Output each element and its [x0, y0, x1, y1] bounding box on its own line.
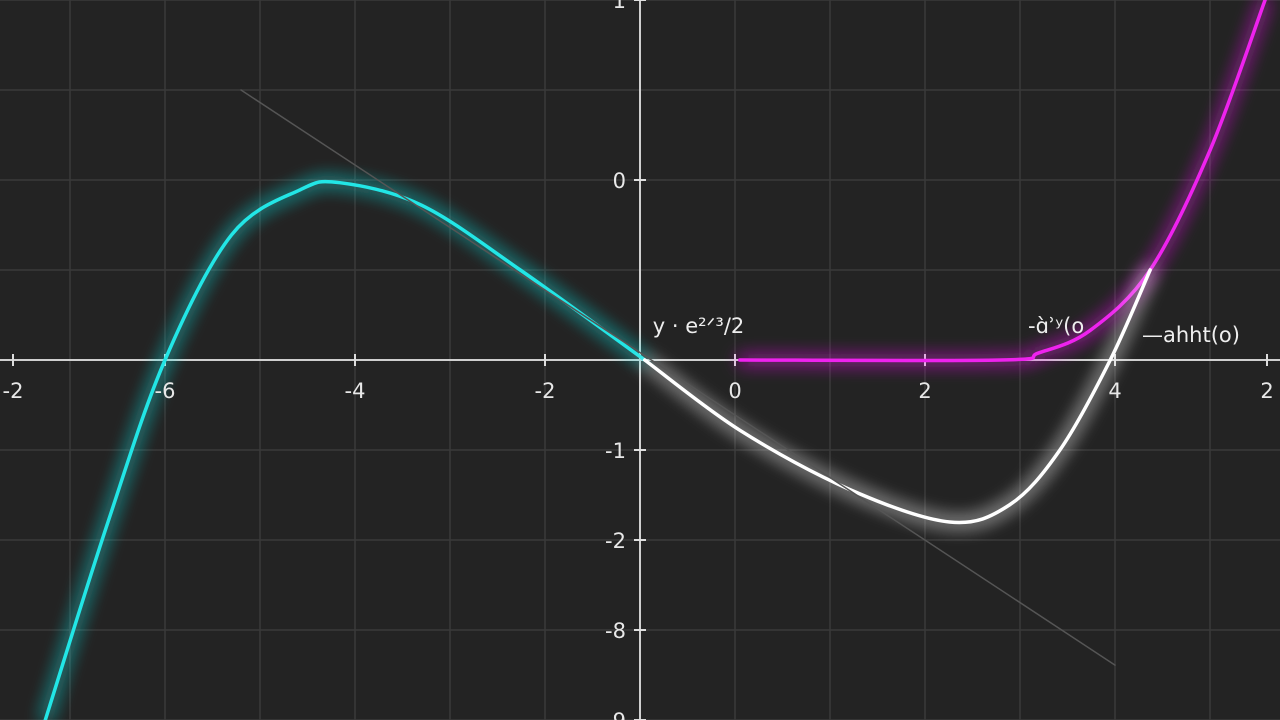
x-tick-label: 4: [1108, 379, 1121, 403]
series-line-0: [43, 179, 647, 720]
x-tick-label: -2: [3, 379, 24, 403]
x-tick-label: 2: [918, 379, 931, 403]
y-tick-label: 0: [613, 169, 626, 193]
x-tick-label: 0: [728, 379, 741, 403]
series-line-3: [738, 0, 1267, 363]
annotation-label: -ɑ̀ʾʸ(o: [1028, 314, 1084, 338]
series-line-4: [643, 268, 1152, 525]
x-tick-label: 2: [1260, 379, 1273, 403]
series-line-5: [240, 89, 1116, 666]
annotation-label: y · e²ᐟ³/2: [653, 314, 745, 338]
annotation-label: —ahht(o): [1142, 323, 1240, 347]
x-tick-label: -4: [345, 379, 366, 403]
y-tick-label: -2: [605, 529, 626, 553]
y-tick-label: -9: [605, 709, 626, 720]
y-tick-label: 1: [613, 0, 626, 13]
x-tick-label: -2: [535, 379, 556, 403]
y-tick-label: -1: [605, 439, 626, 463]
x-tick-label: -6: [155, 379, 176, 403]
y-tick-label: -8: [605, 619, 626, 643]
